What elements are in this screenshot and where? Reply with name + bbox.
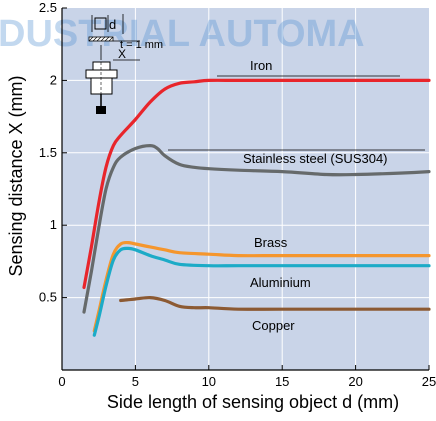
plate-hatch [108,36,114,42]
y-tick-label: 1 [50,217,57,232]
grid [62,8,429,370]
y-tick-label: 0.5 [39,290,57,305]
series-line-stainless-steel-sus304 [82,144,431,314]
series-line-copper [119,295,431,311]
plate-hatch [92,36,98,42]
x-tick-label: 10 [202,374,216,389]
inset-diagram: d t = 1 mmX [85,14,163,114]
series-label-aluminium: Aluminium [250,275,311,290]
x-tick-label: 0 [58,374,65,389]
inset-t-label: t = 1 mm [120,39,163,51]
x-tick-label: 25 [422,374,436,389]
watermark-text: DUSTRIAL AUTOMA [0,13,365,55]
plot-area [62,8,429,370]
series-label-brass: Brass [254,235,288,250]
series-label-copper: Copper [252,318,295,333]
plate-hatch [88,36,94,42]
series-layer [82,78,431,337]
y-axis-label: Sensing distance X (mm) [6,75,26,276]
series-labels: Iron Stainless steel (SUS304) Brass Alumini… [168,58,425,333]
y-tick-label: 2 [50,72,57,87]
y-tick-label: 1.5 [39,145,57,160]
x-axis-label: Side length of sensing object d (mm) [107,392,399,412]
plate-hatch [104,36,110,42]
series-label-iron: Iron [250,58,272,73]
inset-x-label: X [118,47,126,61]
axes: 0 5 10 15 20 25 0.5 1 1.5 2 2.5 [39,0,436,389]
sensor-connector [96,106,106,114]
target-square-icon [94,17,107,30]
sensor-head [92,61,111,71]
sensor-nut [85,69,118,79]
sensor-body [90,77,113,95]
series-line-iron [82,78,431,290]
x-tick-label: 15 [275,374,289,389]
y-tick-label: 2.5 [39,0,57,15]
plate-hatch [96,36,102,42]
series-label-stainless-steel-sus304: Stainless steel (SUS304) [243,151,388,166]
plate-hatch [100,36,106,42]
x-tick-label: 20 [348,374,362,389]
series-line-aluminium [92,246,431,337]
x-tick-label: 5 [132,374,139,389]
inset-d-label: d [109,17,116,32]
